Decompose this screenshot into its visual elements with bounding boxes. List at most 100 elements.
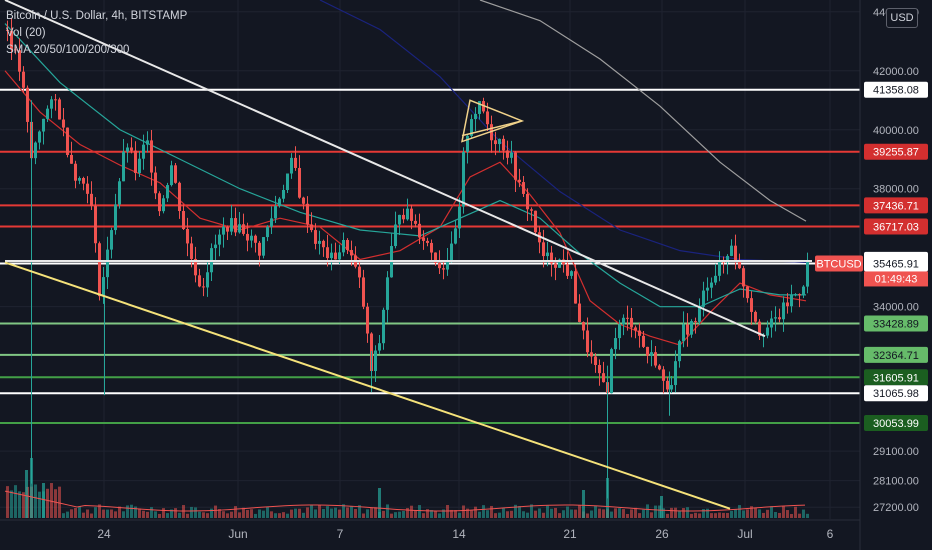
candle-body <box>798 294 801 296</box>
candle-body <box>50 99 53 109</box>
candle-body <box>242 224 245 234</box>
candle-body <box>378 343 381 351</box>
volume-bar <box>90 513 93 518</box>
volume-bar <box>702 509 705 518</box>
volume-bar <box>170 509 173 518</box>
volume-bar <box>50 483 53 518</box>
candle-body <box>634 327 637 331</box>
volume-bar <box>326 506 329 518</box>
candle-body <box>254 235 257 243</box>
volume-bar <box>622 509 625 518</box>
candle-body <box>750 298 753 312</box>
candle-body <box>414 220 417 224</box>
volume-bar <box>806 513 809 518</box>
volume-bar <box>106 509 109 518</box>
candle-body <box>106 249 109 278</box>
candle-body <box>590 352 593 357</box>
trend-lines[interactable] <box>4 0 812 510</box>
candle-body <box>706 287 709 291</box>
price-level-label: 32364.71 <box>873 350 919 362</box>
candle-body <box>458 206 461 229</box>
candle-body <box>334 252 337 260</box>
candle-body <box>774 317 777 319</box>
candle-body <box>374 350 377 372</box>
candle-body <box>326 247 329 259</box>
volume-bar <box>154 511 157 518</box>
candle-body <box>154 172 157 194</box>
volume-bar <box>242 507 245 518</box>
price-level-label: 31065.98 <box>873 388 919 400</box>
volume-bar <box>530 504 533 518</box>
price-level-label: 31605.91 <box>873 372 919 384</box>
candle-body <box>394 224 397 247</box>
candle-body <box>58 99 61 120</box>
volume-bar <box>550 508 553 518</box>
volume-bar <box>362 513 365 518</box>
candle-body <box>258 242 261 256</box>
candle-body <box>102 277 105 297</box>
price-level-tag <box>864 346 928 363</box>
price-level-label: 33428.89 <box>873 319 919 331</box>
candle-body <box>250 235 253 241</box>
volume-bar <box>514 504 517 518</box>
legend-volume[interactable]: Vol (20) <box>6 27 46 39</box>
candle-body <box>794 294 797 296</box>
candle-body <box>406 208 409 220</box>
candle-body <box>278 198 281 207</box>
volume-bar <box>126 505 129 518</box>
volume-bar <box>258 509 261 518</box>
candle-body <box>702 290 705 307</box>
volume-bar <box>642 509 645 518</box>
volume-bar <box>474 506 477 518</box>
x-tick-label: 24 <box>97 527 111 541</box>
candle-body <box>630 317 633 328</box>
volume-bar <box>110 509 113 518</box>
volume-bar <box>270 511 273 518</box>
volume-bar <box>350 506 353 518</box>
volume-bar <box>374 507 377 518</box>
volume-bar <box>682 508 685 518</box>
volume-bar <box>206 513 209 518</box>
volume-bar <box>470 510 473 518</box>
candle-body <box>114 204 117 231</box>
volume-bar <box>446 504 449 518</box>
candle-body <box>686 324 689 335</box>
y-tick-label: 42000.00 <box>873 66 919 78</box>
legend-sma[interactable]: SMA 20/50/100/200/300 <box>6 44 130 56</box>
volume-bar <box>290 509 293 518</box>
candle-body <box>138 158 141 174</box>
volume-bar <box>690 513 693 518</box>
candle-body <box>382 309 385 344</box>
candle-body <box>666 380 669 390</box>
volume-bar <box>762 512 765 518</box>
currency-button[interactable]: USD <box>886 8 918 28</box>
price-level-label: 39255.87 <box>873 147 919 159</box>
volume-bar <box>402 510 405 518</box>
candle-body <box>86 183 89 194</box>
volume-bar <box>570 509 573 518</box>
volume-bar <box>222 511 225 518</box>
price-level-tag <box>864 315 928 332</box>
candle-body <box>806 261 809 287</box>
volume-bar <box>278 513 281 518</box>
candle-body <box>622 317 625 325</box>
volume-bar <box>66 511 69 518</box>
candle-body <box>498 138 501 145</box>
candle-body <box>90 193 93 206</box>
volume-bar <box>626 513 629 518</box>
volume-bar <box>646 504 649 518</box>
candle-body <box>578 303 581 323</box>
volume-bar <box>46 488 49 518</box>
candle-body <box>38 131 41 143</box>
candle-body <box>654 352 657 366</box>
legend-title[interactable]: Bitcoin / U.S. Dollar, 4h, BITSTAMP <box>6 10 188 22</box>
volume-spike <box>378 488 381 518</box>
candle-body <box>678 341 681 362</box>
candle-body <box>522 182 525 194</box>
volume-bar <box>202 512 205 518</box>
candle-body <box>742 268 745 287</box>
volume-bar <box>434 510 437 518</box>
volume-bar <box>262 510 265 518</box>
x-axis: 24 Jun 7 14 21 26 Jul 6 <box>0 519 860 541</box>
